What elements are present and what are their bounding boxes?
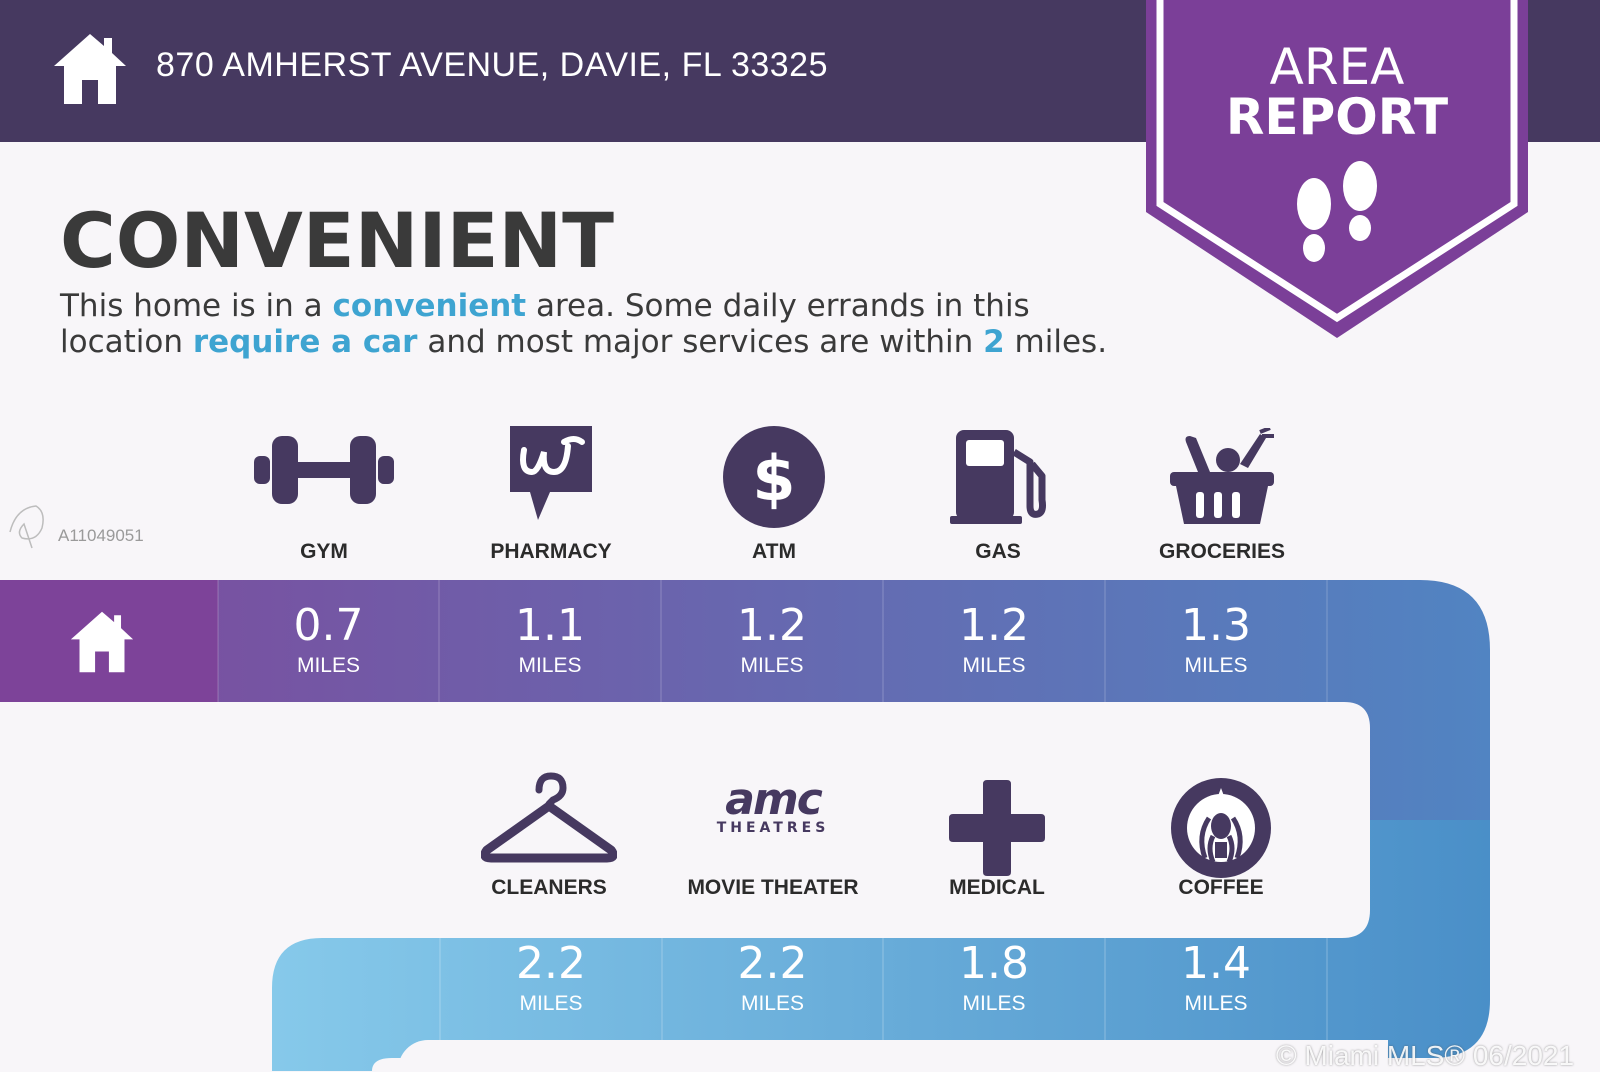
area-description: This home is in a convenient area. Some … (60, 288, 1160, 360)
amc-logo-text: amc (725, 776, 823, 825)
distance-value-cleaners: 2.2 (516, 938, 586, 989)
mls-watermark-icon (9, 505, 44, 549)
amc-logo-theatres: THEATRES (717, 820, 830, 836)
hanger-icon (481, 772, 617, 863)
distance-unit-pharmacy: MILES (518, 654, 582, 677)
gas-pump-icon (950, 430, 1046, 524)
distance-cell-coffee: 1.4 MILES (1105, 918, 1327, 1040)
badge-line-report: REPORT (1225, 88, 1449, 146)
distance-cell-cleaners: 2.2 MILES (440, 918, 662, 1040)
distance-band-row2 (272, 820, 1490, 1071)
desc-highlight-car: require a car (192, 324, 418, 360)
desc-text-4: miles. (1004, 324, 1108, 360)
amenity-label-atm: ATM (752, 540, 796, 563)
distance-cell-medical: 1.8 MILES (883, 918, 1105, 1040)
area-report-badge (1146, 0, 1528, 338)
distance-value-pharmacy: 1.1 (515, 600, 585, 651)
badge-title: AREA REPORT (1146, 42, 1528, 142)
distance-cell-movie-theater: 2.2 MILES (662, 918, 883, 1040)
desc-highlight-convenient: convenient (332, 288, 527, 324)
distance-value-movie-theater: 2.2 (737, 938, 808, 989)
distance-unit-atm: MILES (740, 654, 804, 677)
distance-value-medical: 1.8 (959, 938, 1029, 989)
amenity-label-gas: GAS (975, 540, 1021, 563)
distance-band-row1 (0, 580, 1490, 824)
walgreens-logo (510, 426, 592, 520)
distance-cell-atm: 1.2 MILES (661, 580, 883, 702)
distance-unit-medical: MILES (962, 992, 1026, 1015)
desc-text-1: This home is in a (60, 288, 333, 324)
grocery-basket-icon (1170, 428, 1274, 524)
distance-value-atm: 1.2 (737, 600, 807, 651)
amenity-label-groceries: GROCERIES (1158, 540, 1286, 563)
distance-unit-cleaners: MILES (519, 992, 583, 1015)
distance-cell-pharmacy: 1.1 MILES (439, 580, 661, 702)
starbucks-logo (1171, 778, 1271, 878)
amenity-label-pharmacy: PHARMACY (490, 540, 612, 563)
dollar-icon: $ (723, 426, 825, 528)
amenity-label-cleaners: CLEANERS (491, 876, 607, 899)
amc-logo: amc THEATRES (717, 776, 830, 836)
distance-unit-groceries: MILES (1184, 654, 1248, 677)
distance-cell-gym: 0.7 MILES (218, 580, 439, 702)
medical-cross-icon (949, 780, 1045, 876)
amenity-label-medical: MEDICAL (949, 876, 1045, 899)
distance-unit-gym: MILES (296, 654, 361, 677)
amenity-label-gym: GYM (300, 540, 348, 563)
amenity-gas: GAS (888, 428, 1108, 568)
svg-text:$: $ (752, 442, 795, 515)
footprints-icon (1297, 161, 1377, 262)
desc-highlight-miles: 2 (983, 324, 1005, 360)
property-address: 870 AMHERST AVENUE, DAVIE, FL 33325 (156, 46, 828, 84)
desc-text-2: area. Some daily errands in this locatio… (60, 288, 1030, 360)
distance-unit-coffee: MILES (1184, 992, 1248, 1015)
listing-id: A11049051 (58, 526, 144, 545)
home-icon (54, 34, 126, 104)
desc-text-3: and most major services are within (417, 324, 984, 360)
dumbbell-icon (254, 436, 394, 504)
amenity-label-coffee: COFFEE (1178, 876, 1264, 899)
distance-cell-gas: 1.2 MILES (883, 580, 1105, 702)
amenity-groceries: GROCERIES (1112, 428, 1332, 568)
amenity-label-movie-theater: MOVIE THEATER (687, 876, 859, 899)
distance-unit-movie-theater: MILES (740, 992, 805, 1015)
distance-unit-gas: MILES (962, 654, 1026, 677)
home-marker-icon (70, 611, 134, 673)
amenity-gym: GYM (214, 428, 434, 568)
page-title: CONVENIENT (60, 196, 614, 285)
amenity-cleaners: CLEANERS (439, 770, 659, 910)
distance-cell-groceries: 1.3 MILES (1105, 580, 1327, 702)
amenity-movie-theater: amc THEATRES MOVIE THEATER (663, 776, 883, 910)
distance-value-gym: 0.7 (293, 600, 364, 651)
copyright-watermark: © Miami MLS® 06/2021 (1276, 1040, 1575, 1071)
amenity-medical: MEDICAL (887, 780, 1107, 910)
amenity-coffee: COFFEE (1111, 778, 1331, 910)
amenity-pharmacy: PHARMACY (441, 424, 661, 568)
distance-value-coffee: 1.4 (1181, 938, 1251, 989)
distance-value-gas: 1.2 (959, 600, 1029, 651)
band-row3-gap (398, 1040, 1388, 1071)
badge-line-area: AREA (1269, 38, 1405, 96)
distance-value-groceries: 1.3 (1181, 600, 1251, 651)
amenity-atm: $ ATM (664, 426, 884, 568)
